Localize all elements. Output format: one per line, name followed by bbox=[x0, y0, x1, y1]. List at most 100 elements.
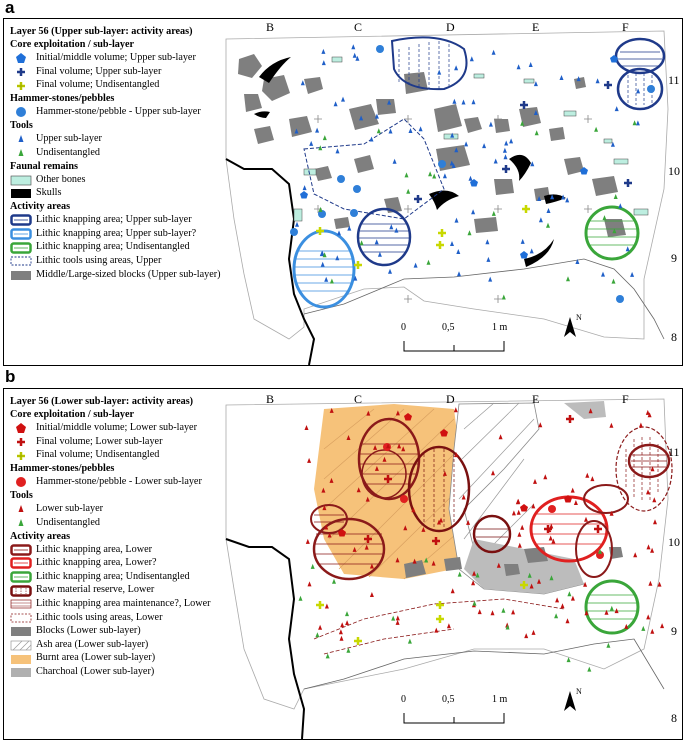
tool-mark bbox=[315, 632, 320, 638]
tool-mark bbox=[587, 666, 592, 672]
yellow-cross-icon bbox=[10, 450, 32, 462]
tool-mark bbox=[421, 526, 426, 532]
tool-mark bbox=[322, 252, 327, 258]
tool-mark bbox=[549, 523, 554, 529]
tool-mark bbox=[602, 215, 607, 221]
tool-mark bbox=[315, 127, 320, 133]
legend-item-label: Undisentangled bbox=[36, 146, 100, 158]
legend-item: Lithic knapping area maintenance?, Lower bbox=[10, 597, 232, 611]
tool-mark bbox=[392, 158, 397, 164]
tool-mark bbox=[625, 246, 630, 252]
tool-mark bbox=[389, 224, 394, 230]
tool-mark bbox=[570, 487, 575, 493]
legend-item-label: Lithic knapping area, Lower? bbox=[36, 557, 157, 569]
raw-material-reserve bbox=[407, 445, 512, 554]
tool-mark bbox=[431, 560, 436, 566]
legend-title: Layer 56 (Lower sub-layer: activity area… bbox=[10, 396, 194, 407]
site-boundary-b bbox=[225, 398, 669, 710]
tool-mark bbox=[650, 628, 655, 634]
legend-item: Burnt area (Lower sub-layer) bbox=[10, 652, 232, 666]
tool-mark bbox=[395, 615, 400, 621]
tool-mark bbox=[309, 140, 314, 146]
panel-a-legend: Layer 56 (Upper sub-layer: activity area… bbox=[10, 25, 232, 282]
tool-mark bbox=[611, 278, 616, 284]
legend-section-header: Hammer-stones/pebbles bbox=[10, 93, 115, 105]
tool-mark bbox=[565, 618, 570, 624]
tool-mark bbox=[407, 638, 412, 644]
tool-mark bbox=[321, 48, 326, 54]
pentagons-lower bbox=[338, 413, 572, 537]
tool-mark bbox=[485, 239, 490, 245]
tool-mark bbox=[294, 128, 299, 134]
tool-mark bbox=[457, 571, 462, 577]
tool-mark bbox=[660, 623, 665, 629]
tool-mark bbox=[452, 98, 457, 104]
tool-mark bbox=[482, 143, 487, 149]
tool-mark bbox=[636, 88, 641, 94]
legend-item: Undisentangled bbox=[10, 146, 232, 160]
col-label-b-lower: B bbox=[266, 392, 275, 406]
row-label-8-lower: 8 bbox=[671, 711, 677, 725]
tool-mark bbox=[560, 603, 565, 609]
tool-mark bbox=[446, 623, 451, 629]
legend-item-label: Lithic knapping area; Upper sub-layer? bbox=[36, 227, 197, 239]
legend-item: Lower sub-layer bbox=[10, 503, 232, 517]
tool-mark bbox=[468, 175, 473, 181]
row-label-9-lower: 9 bbox=[671, 624, 677, 638]
burnt-icon bbox=[10, 653, 32, 665]
tool-mark bbox=[339, 635, 344, 641]
legend-item-label: Blocks (Lower sub-layer) bbox=[36, 625, 141, 637]
tool-mark bbox=[457, 271, 461, 277]
tool-mark bbox=[533, 110, 538, 115]
legend-section-header: Activity areas bbox=[10, 201, 71, 213]
tool-mark bbox=[614, 608, 619, 614]
panel-b-map bbox=[225, 398, 673, 739]
lightblue-area-icon bbox=[10, 228, 32, 240]
crosses-upper bbox=[414, 81, 632, 203]
tool-mark bbox=[302, 185, 307, 191]
tool-mark bbox=[517, 542, 522, 548]
legend-item-label: Initial/middle volume; Upper sub-layer bbox=[36, 52, 196, 64]
scale-0-a: 0 bbox=[401, 322, 406, 333]
legend-item: Other bones bbox=[10, 173, 232, 187]
tool-mark bbox=[650, 466, 655, 472]
legend-item-label: Lithic knapping area; Upper sub-layer bbox=[36, 214, 192, 226]
tool-mark bbox=[550, 194, 555, 200]
legend-item: Final volume; Upper sub-layer bbox=[10, 65, 232, 79]
tool-mark bbox=[335, 255, 340, 261]
tool-mark bbox=[332, 578, 336, 584]
legend-item-label: Final volume; Undisentangled bbox=[36, 449, 160, 461]
tool-mark bbox=[595, 78, 600, 84]
hammerstones-lower bbox=[383, 443, 604, 559]
tool-mark bbox=[333, 101, 338, 107]
tool-mark bbox=[295, 221, 299, 227]
charcoal-top bbox=[564, 401, 606, 419]
tool-mark bbox=[394, 227, 399, 233]
tool-mark bbox=[576, 76, 581, 82]
tool-mark bbox=[351, 44, 356, 50]
tool-mark bbox=[449, 160, 454, 166]
legend-item: Middle/Large-sized blocks (Upper sub-lay… bbox=[10, 268, 232, 282]
tool-mark bbox=[322, 135, 327, 141]
tool-mark bbox=[364, 544, 369, 550]
tool-mark bbox=[646, 614, 651, 620]
scale-bar-a bbox=[403, 341, 505, 352]
tool-mark bbox=[646, 489, 650, 495]
tool-mark bbox=[300, 80, 305, 86]
blue-triangle-icon bbox=[10, 133, 32, 145]
tool-mark bbox=[345, 620, 350, 626]
tool-mark bbox=[551, 538, 556, 544]
tool-mark bbox=[538, 422, 543, 428]
legend-item: Lithic tools using areas, Upper bbox=[10, 254, 232, 268]
tool-mark bbox=[652, 497, 657, 503]
row-label-8: 8 bbox=[671, 330, 677, 344]
tool-mark bbox=[635, 120, 640, 126]
tool-mark bbox=[630, 271, 635, 277]
tool-mark bbox=[546, 208, 551, 213]
legend-item-label: Lithic knapping area maintenance?, Lower bbox=[36, 598, 211, 610]
knapping-navy-1 bbox=[390, 36, 468, 91]
tool-mark bbox=[505, 624, 510, 630]
block-icon bbox=[10, 625, 32, 637]
tool-mark bbox=[517, 531, 522, 537]
tool-mark bbox=[561, 194, 566, 200]
